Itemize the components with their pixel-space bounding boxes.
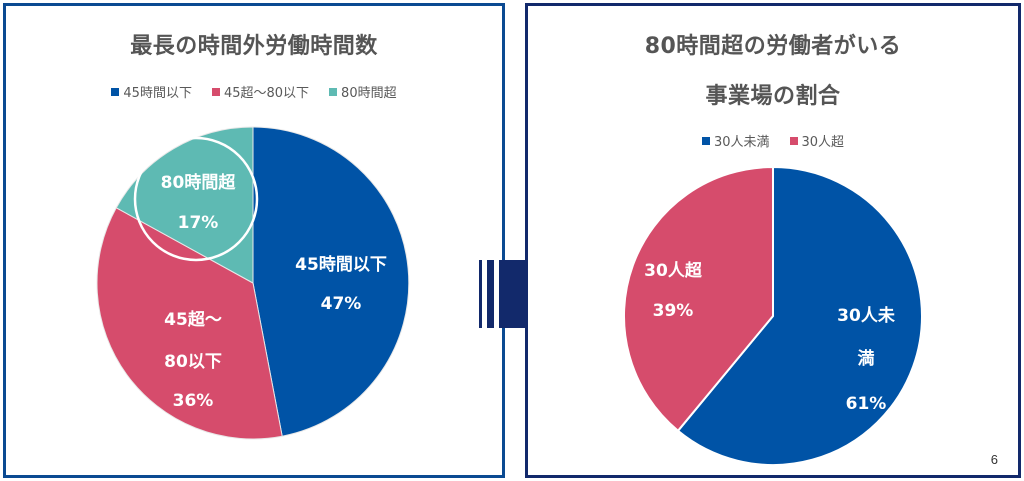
left-chart-title: 最長の時間外労働時間数: [130, 34, 378, 59]
slice-label-under-30-pct: 61%: [846, 394, 887, 414]
legend-swatch: [789, 136, 798, 145]
legend-swatch: [111, 87, 120, 96]
right-chart-panel: 80時間超の労働者がいる 事業場の割合 30人未満 30人超 30人超 39% …: [525, 3, 1021, 478]
legend-label: 80時間超: [341, 86, 397, 101]
legend-swatch: [329, 87, 338, 96]
slice-label-45-to-80-line1: 45超〜: [164, 309, 222, 330]
right-pie-chart: 30人超 39% 30人未 満 61%: [622, 165, 923, 466]
slice-label-45-to-80-pct: 36%: [173, 391, 214, 411]
legend-label: 30人未満: [713, 135, 770, 150]
slice-label-under-30-line1: 30人未: [837, 305, 895, 326]
legend-item-over-30: 30人超: [789, 131, 845, 150]
pie-slice-under-30: [676, 165, 923, 466]
left-chart-legend: 45時間以下 45超〜80以下 80時間超: [6, 82, 502, 101]
legend-label: 45時間以下: [123, 86, 192, 101]
slice-label-over-80-name: 80時間超: [161, 172, 237, 193]
legend-item-45-to-80: 45超〜80以下: [211, 82, 310, 101]
right-chart-legend: 30人未満 30人超: [528, 131, 1018, 150]
right-chart-title-line2: 事業場の割合: [705, 84, 841, 109]
page-number: 6: [990, 452, 998, 467]
pie-slice-over-80: [115, 126, 254, 284]
slice-label-45-or-less-pct: 47%: [321, 294, 362, 314]
legend-item-over-80: 80時間超: [329, 82, 397, 101]
highlight-circle: [133, 136, 259, 262]
slice-label-under-30-line2: 満: [858, 348, 875, 369]
legend-label: 30人超: [801, 135, 845, 150]
slice-label-45-to-80-line2: 80以下: [164, 352, 222, 372]
slice-label-45-or-less-name: 45時間以下: [295, 254, 387, 275]
legend-item-under-30: 30人未満: [701, 131, 770, 150]
slice-label-over-30-name: 30人超: [644, 260, 703, 281]
left-pie-chart: 80時間超 17% 45時間以下 47% 45超〜 80以下 36%: [96, 126, 410, 440]
pie-slice-45-to-80: [96, 207, 283, 440]
slice-label-over-80-pct: 17%: [178, 213, 219, 233]
legend-label: 45超〜80以下: [223, 86, 310, 101]
slice-label-over-30-pct: 39%: [653, 301, 694, 321]
pie-slice-45-or-less: [252, 126, 410, 437]
left-chart-panel: 最長の時間外労働時間数 45時間以下 45超〜80以下 80時間超 80時間超 …: [3, 3, 505, 478]
right-chart-title-line1: 80時間超の労働者がいる: [644, 34, 902, 59]
legend-swatch: [211, 87, 220, 96]
pie-slice-over-30: [622, 165, 774, 433]
legend-item-45-or-less: 45時間以下: [111, 82, 192, 101]
legend-swatch: [701, 136, 710, 145]
